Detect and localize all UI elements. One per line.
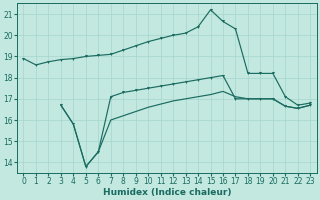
X-axis label: Humidex (Indice chaleur): Humidex (Indice chaleur) [103,188,231,197]
